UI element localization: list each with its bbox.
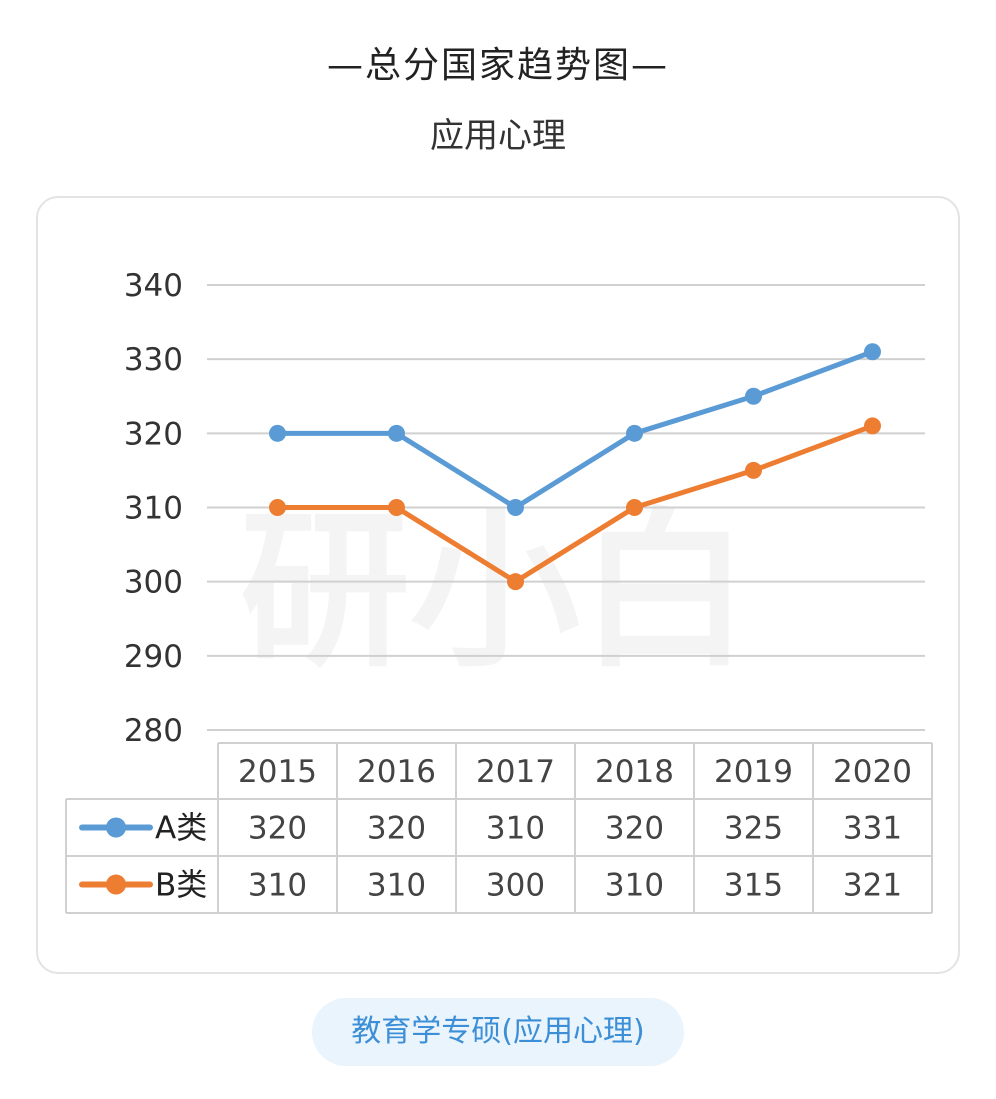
x-tick-label-2018: 2018 (595, 754, 674, 790)
data-point-b-2015 (269, 499, 286, 516)
data-point-b-2016 (388, 499, 405, 516)
x-tick-label-2017: 2017 (476, 754, 555, 790)
x-tick-label-2016: 2016 (357, 754, 436, 790)
data-label-b-2015: 310 (248, 868, 307, 904)
x-tick-label-2020: 2020 (833, 754, 912, 790)
data-label-a-2015: 320 (248, 811, 307, 847)
y-tick-label-310: 310 (124, 491, 183, 527)
data-label-a-2019: 325 (724, 811, 783, 847)
chart-card (36, 196, 960, 974)
legend-label-a: A类 (155, 811, 207, 847)
data-table: 2015 2016 2017 2018 2019 2020 A类 320 320 310 320 32… (65, 742, 933, 914)
data-label-b-2019: 315 (724, 868, 783, 904)
data-label-b-2020: 321 (843, 868, 902, 904)
series-line-a (277, 349, 874, 510)
category-tag-button[interactable]: 教育学专硕(应用心理) (312, 998, 684, 1066)
data-point-a-2019 (745, 387, 762, 405)
data-point-a-2016 (388, 424, 405, 442)
data-point-a-2020 (864, 343, 881, 361)
x-tick-label-2019: 2019 (714, 754, 793, 790)
y-axis-ticks: 340 330 320 310 300 290 280 (124, 268, 183, 749)
y-tick-label-300: 300 (124, 565, 183, 601)
data-point-b-2019 (745, 461, 762, 479)
data-label-b-2017: 300 (486, 868, 545, 904)
legend-marker-a (106, 817, 126, 838)
series-line-b (277, 423, 874, 585)
watermark: 研小白 (240, 493, 750, 691)
data-point-a-2018 (626, 424, 643, 442)
data-point-a-2017 (507, 499, 524, 516)
data-point-a-2015 (269, 424, 286, 442)
y-tick-label-340: 340 (124, 268, 183, 304)
chart-subtitle: 应用心理 (430, 116, 566, 156)
x-tick-label-2015: 2015 (238, 754, 317, 790)
y-tick-label-330: 330 (124, 342, 183, 378)
legend-label-b: B类 (155, 868, 207, 904)
y-tick-label-290: 290 (124, 639, 183, 675)
y-tick-label-280: 280 (124, 713, 183, 749)
data-label-a-2017: 310 (486, 811, 545, 847)
chart-title: —总分国家趋势图— (326, 45, 669, 86)
data-label-a-2016: 320 (367, 811, 426, 847)
data-point-b-2020 (864, 417, 881, 435)
data-label-b-2016: 310 (367, 868, 426, 904)
series-lines (269, 343, 881, 591)
watermark-text: 研小白 (240, 493, 750, 691)
y-tick-label-320: 320 (124, 416, 183, 452)
data-point-b-2018 (626, 499, 643, 516)
data-label-a-2018: 320 (605, 811, 664, 847)
data-point-b-2017 (507, 573, 524, 591)
data-label-b-2018: 310 (605, 868, 664, 904)
data-label-a-2020: 331 (843, 811, 902, 847)
legend-marker-b (106, 874, 126, 895)
